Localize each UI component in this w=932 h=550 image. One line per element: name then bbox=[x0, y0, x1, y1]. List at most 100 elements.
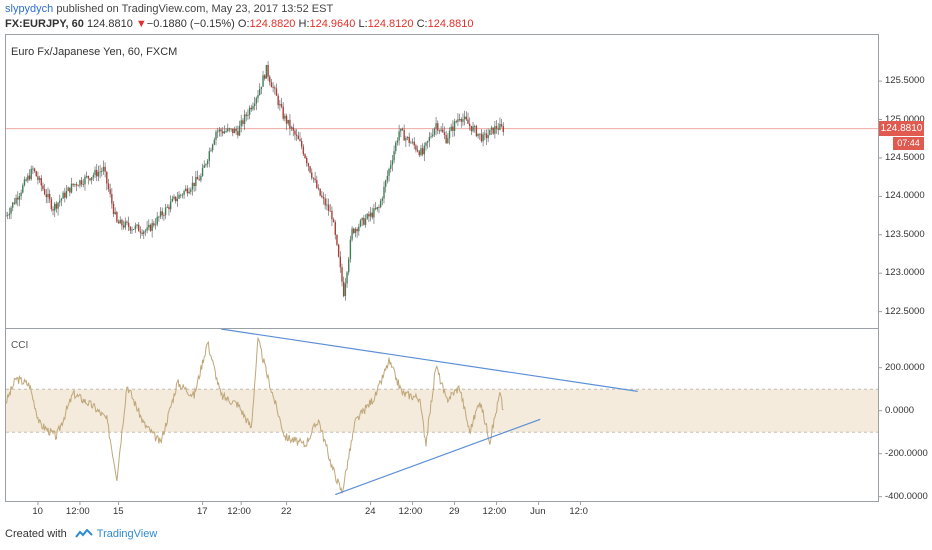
x-tick-label: 22 bbox=[280, 506, 292, 517]
candle-body bbox=[371, 212, 373, 218]
candle-body bbox=[89, 178, 91, 181]
candle-body bbox=[156, 216, 158, 225]
candle-body bbox=[295, 134, 298, 136]
candle-body bbox=[240, 120, 242, 126]
candle-body bbox=[319, 188, 321, 196]
candle-body bbox=[452, 126, 454, 131]
candle-body bbox=[489, 129, 491, 136]
candle-body bbox=[413, 141, 415, 146]
candle-body bbox=[178, 194, 180, 199]
candle-body bbox=[381, 198, 384, 201]
candle-body bbox=[119, 219, 121, 224]
cci-line bbox=[5, 336, 504, 494]
candle-body bbox=[475, 126, 478, 137]
candle-body bbox=[35, 171, 37, 177]
trendlines-group bbox=[220, 328, 638, 496]
x-tick-label: 12:0 bbox=[569, 506, 588, 517]
candle-body bbox=[183, 190, 185, 195]
candle-body bbox=[233, 128, 236, 134]
candle-body bbox=[374, 208, 377, 210]
candle-body bbox=[6, 215, 9, 216]
candle-body bbox=[294, 130, 296, 135]
chart-title: Euro Fx/Japanese Yen, 60, FXCM bbox=[11, 46, 178, 58]
x-tick-label: 10 bbox=[32, 506, 43, 517]
candle-body bbox=[331, 210, 333, 220]
y-tick-label: 125.0000 bbox=[885, 113, 925, 125]
candle-body bbox=[50, 199, 53, 210]
candle-body bbox=[191, 182, 194, 190]
candle-body bbox=[48, 193, 51, 200]
candle-body bbox=[109, 189, 111, 195]
candle-body bbox=[85, 176, 88, 177]
candle-body bbox=[499, 124, 501, 130]
candle-body bbox=[391, 160, 394, 165]
symbol-label: FX:EURJPY, 60 bbox=[5, 18, 84, 30]
candle-body bbox=[74, 184, 76, 185]
candle-body bbox=[230, 128, 232, 130]
candle-body bbox=[396, 140, 399, 143]
candle-body bbox=[248, 107, 251, 115]
candle-body bbox=[64, 192, 66, 198]
candle-body bbox=[453, 121, 456, 131]
candle-body bbox=[306, 158, 308, 164]
candle-body bbox=[366, 214, 368, 219]
candle-body bbox=[77, 185, 79, 187]
candle-body bbox=[45, 194, 48, 198]
candle-body bbox=[33, 168, 36, 172]
candle-body bbox=[111, 194, 113, 204]
candle-body bbox=[418, 151, 420, 156]
candle-body bbox=[252, 106, 254, 110]
candle-body bbox=[104, 166, 106, 172]
candle-body bbox=[423, 145, 426, 155]
x-tick-label: 12:00 bbox=[398, 506, 423, 517]
candle-body bbox=[84, 176, 86, 185]
candle-body bbox=[215, 131, 217, 140]
candle-body bbox=[287, 119, 289, 124]
candle-body bbox=[312, 177, 315, 179]
candle-body bbox=[337, 244, 340, 257]
trendline-1[interactable] bbox=[335, 418, 541, 496]
open-label: O: bbox=[237, 18, 250, 30]
candle-body bbox=[37, 176, 39, 180]
candle-body bbox=[258, 88, 261, 96]
author-link[interactable]: slypydych bbox=[5, 3, 54, 15]
candle-body bbox=[30, 168, 32, 180]
x-tick-label: 12:00 bbox=[65, 506, 90, 517]
candle-body bbox=[490, 127, 493, 130]
candle-body bbox=[262, 75, 264, 87]
candle-body bbox=[420, 148, 422, 156]
created-with-text: Created with bbox=[5, 528, 67, 540]
candle-body bbox=[238, 125, 241, 136]
candle-body bbox=[60, 198, 63, 201]
candle-body bbox=[443, 132, 446, 135]
candle-body bbox=[112, 203, 115, 214]
candle-body bbox=[210, 150, 212, 152]
candle-body bbox=[70, 183, 73, 193]
trendline-0[interactable] bbox=[220, 328, 638, 392]
bar-timer-tag: 07:44 bbox=[893, 137, 924, 150]
candle-body bbox=[316, 180, 318, 188]
candle-body bbox=[126, 221, 128, 223]
candle-body bbox=[225, 131, 227, 132]
candle-body bbox=[42, 185, 44, 190]
candle-body bbox=[196, 176, 199, 180]
candle-body bbox=[154, 224, 157, 226]
brand-link[interactable]: TradingView bbox=[96, 528, 158, 540]
candle-body bbox=[52, 209, 54, 211]
candle-body bbox=[344, 283, 347, 297]
candle-body bbox=[193, 182, 195, 186]
candle-body bbox=[467, 119, 469, 124]
candle-body bbox=[416, 149, 419, 152]
close-label: C: bbox=[416, 18, 428, 30]
candle-body bbox=[173, 196, 175, 199]
y-tick-label: 124.0000 bbox=[885, 190, 925, 202]
pane-separator[interactable] bbox=[5, 328, 879, 329]
candle-body bbox=[477, 133, 479, 137]
candle-body bbox=[96, 169, 98, 177]
candle-body bbox=[235, 128, 237, 132]
candle-body bbox=[438, 130, 441, 132]
candle-body bbox=[400, 128, 402, 132]
x-tick-label: 17 bbox=[196, 506, 208, 517]
y-tick-label: 124.5000 bbox=[885, 151, 925, 163]
